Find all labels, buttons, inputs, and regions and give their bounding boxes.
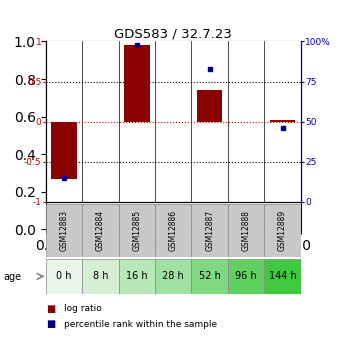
Bar: [191, 204, 228, 257]
Bar: [191, 259, 228, 294]
Bar: [119, 204, 155, 257]
Bar: [264, 259, 301, 294]
Bar: [82, 204, 119, 257]
Text: 52 h: 52 h: [199, 272, 221, 281]
Text: log ratio: log ratio: [64, 304, 102, 313]
Text: GSM12885: GSM12885: [132, 210, 141, 251]
Title: GDS583 / 32.7.23: GDS583 / 32.7.23: [114, 27, 232, 40]
Bar: [228, 259, 264, 294]
Bar: [51, 122, 77, 179]
Bar: [124, 46, 149, 122]
Bar: [46, 259, 82, 294]
Text: GSM12886: GSM12886: [169, 210, 178, 251]
Text: GSM12883: GSM12883: [59, 210, 68, 251]
Bar: [197, 89, 222, 122]
Text: GSM12884: GSM12884: [96, 210, 105, 251]
Text: percentile rank within the sample: percentile rank within the sample: [64, 320, 217, 329]
Text: 96 h: 96 h: [235, 272, 257, 281]
Bar: [270, 120, 295, 122]
Text: GSM12888: GSM12888: [242, 210, 251, 251]
Text: 0 h: 0 h: [56, 272, 72, 281]
Bar: [264, 204, 301, 257]
Bar: [228, 204, 264, 257]
Text: 16 h: 16 h: [126, 272, 148, 281]
Text: GSM12887: GSM12887: [205, 210, 214, 251]
Text: ■: ■: [46, 304, 55, 314]
Bar: [46, 204, 82, 257]
Bar: [155, 259, 191, 294]
Bar: [82, 259, 119, 294]
Text: ■: ■: [46, 319, 55, 329]
Text: age: age: [3, 272, 22, 282]
Bar: [155, 204, 191, 257]
Bar: [119, 259, 155, 294]
Text: 28 h: 28 h: [162, 272, 184, 281]
Text: GSM12889: GSM12889: [278, 210, 287, 251]
Text: 8 h: 8 h: [93, 272, 108, 281]
Text: 144 h: 144 h: [269, 272, 296, 281]
